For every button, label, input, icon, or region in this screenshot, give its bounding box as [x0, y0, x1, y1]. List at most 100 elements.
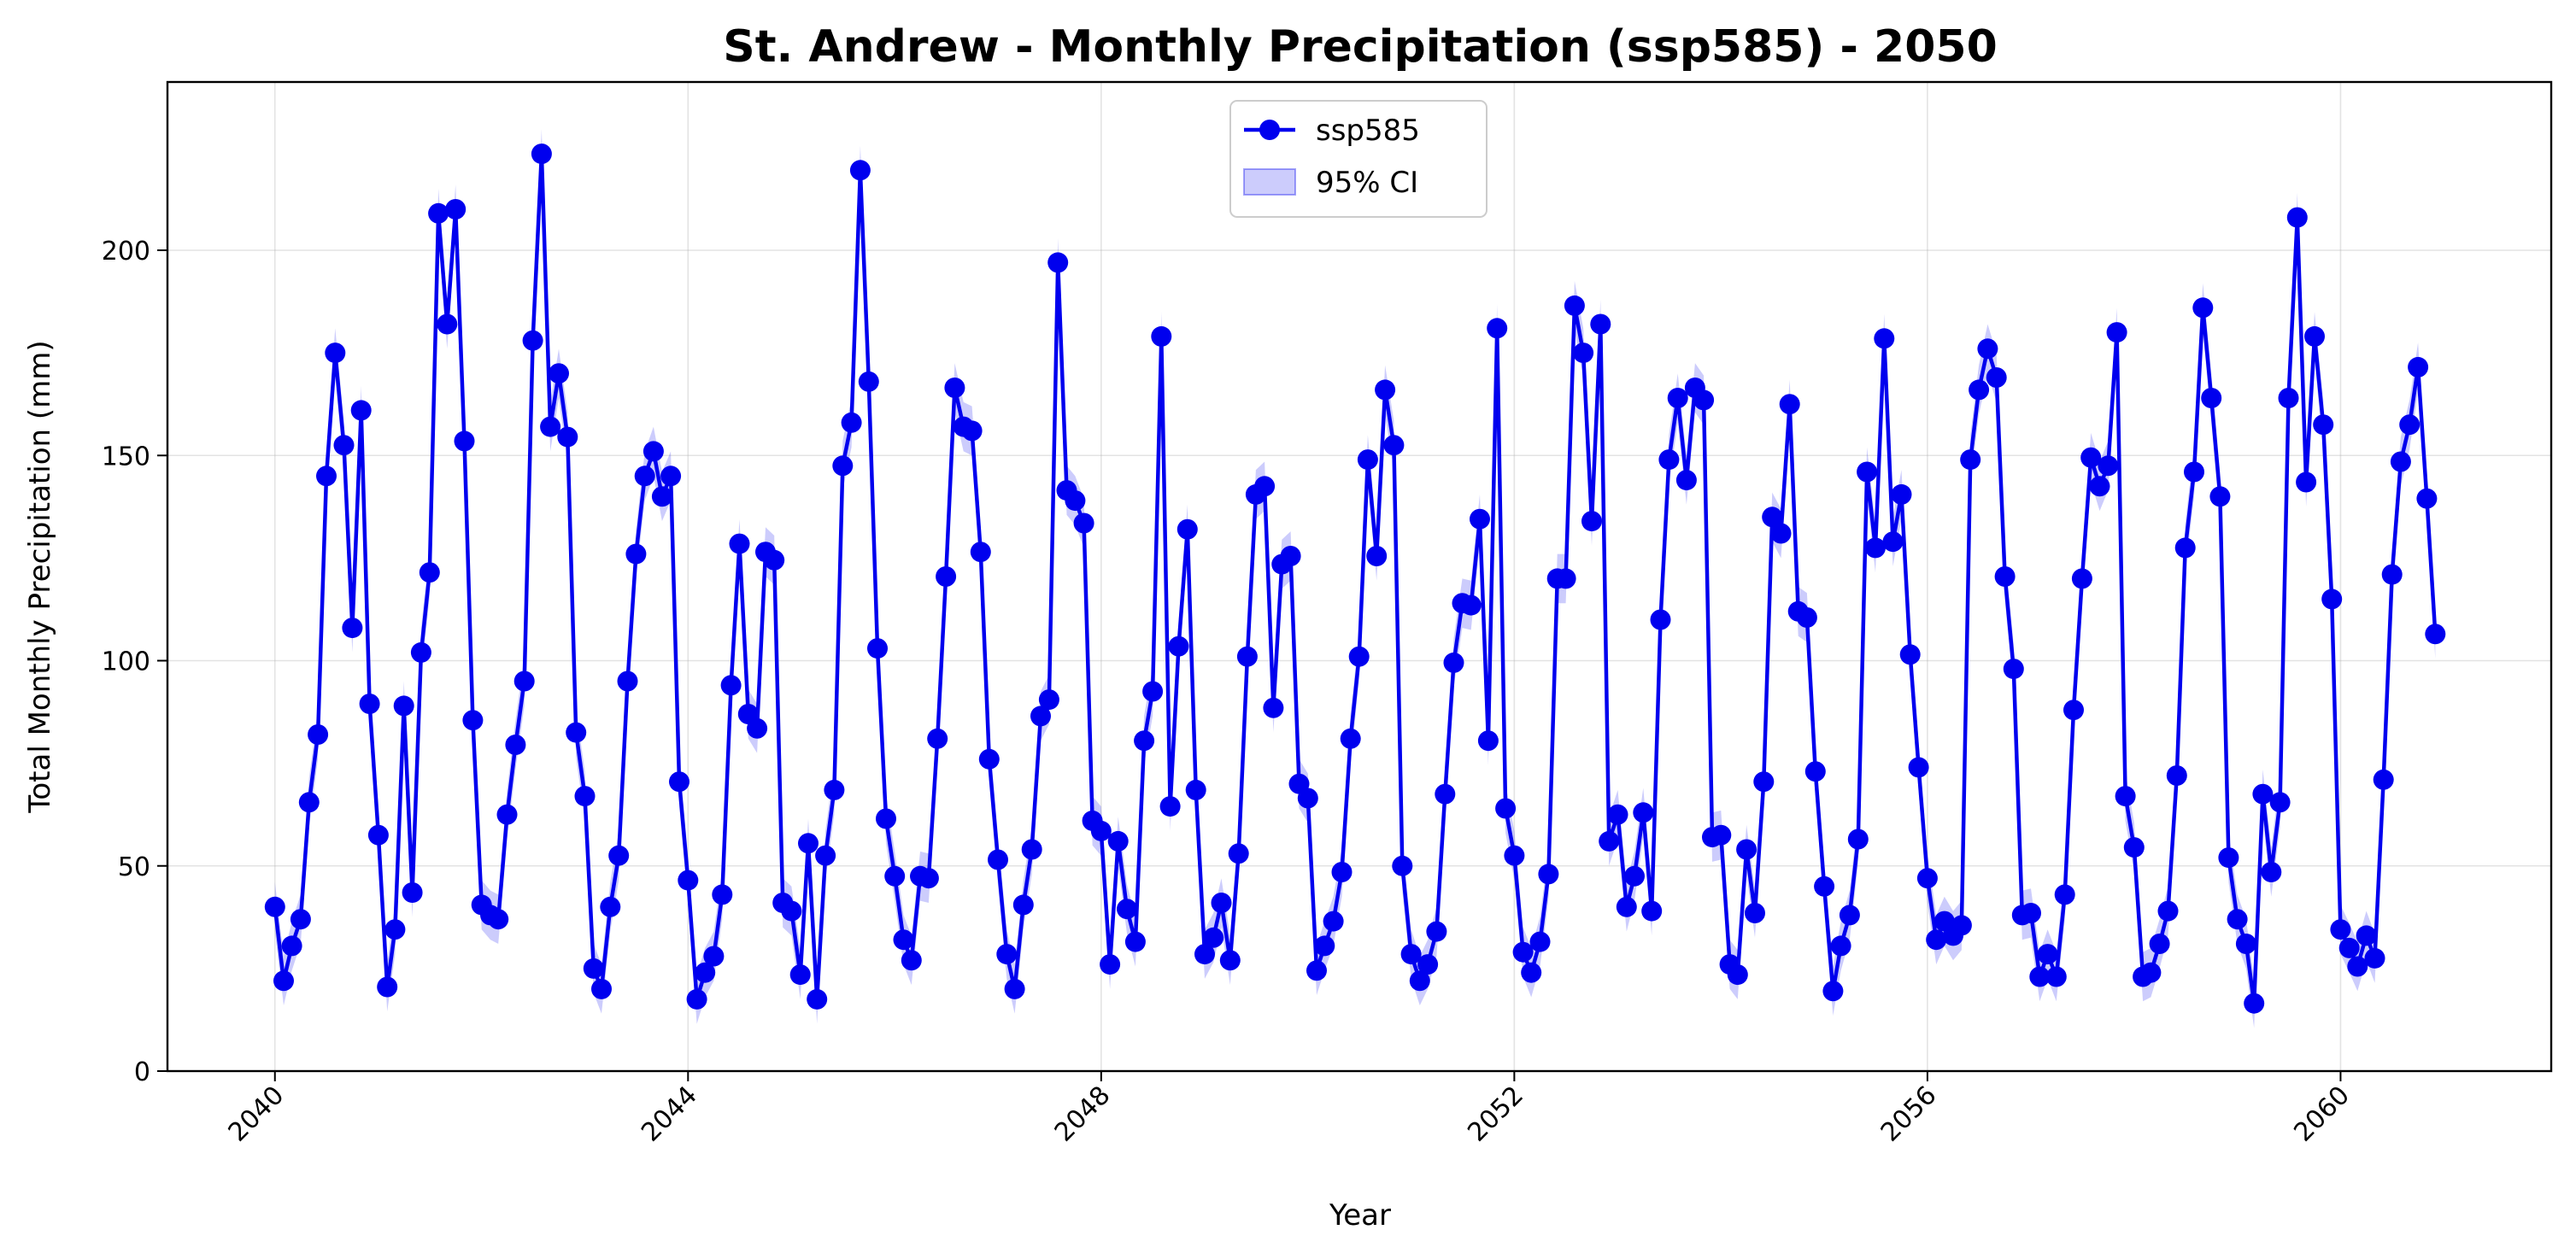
- data-point: [678, 870, 699, 891]
- data-point: [1908, 757, 1929, 778]
- data-point: [2278, 388, 2299, 408]
- data-point: [918, 868, 939, 889]
- legend-label-ci: 95% CI: [1316, 166, 1418, 200]
- data-point: [695, 962, 716, 983]
- data-point: [1839, 905, 1860, 926]
- data-point: [402, 882, 423, 903]
- data-point: [1348, 646, 1370, 667]
- data-point: [1460, 594, 1482, 616]
- data-point: [1030, 706, 1051, 727]
- data-point: [1633, 802, 1654, 823]
- data-point: [2373, 769, 2394, 790]
- data-point: [1590, 313, 1611, 335]
- data-point: [1727, 964, 1748, 986]
- data-point: [1986, 367, 2007, 388]
- data-point: [1779, 394, 1800, 415]
- data-point: [608, 845, 630, 866]
- data-point: [1323, 911, 1344, 932]
- data-point: [1254, 476, 1276, 497]
- data-point: [2157, 900, 2179, 922]
- data-point: [1916, 868, 1938, 889]
- data-point: [1142, 681, 1164, 702]
- data-point: [1830, 935, 1851, 957]
- data-point: [1926, 929, 1947, 951]
- data-point: [591, 978, 612, 999]
- data-point: [1090, 820, 1112, 841]
- data-point: [1891, 483, 1912, 505]
- data-point: [1564, 295, 1585, 316]
- data-point: [273, 970, 294, 992]
- data-point: [445, 199, 466, 220]
- data-point: [1065, 490, 1086, 512]
- data-point: [1340, 728, 1361, 749]
- data-point: [325, 343, 346, 364]
- data-point: [988, 849, 1008, 870]
- data-point: [2021, 903, 2041, 923]
- data-point: [2390, 451, 2411, 472]
- data-point: [419, 562, 440, 583]
- data-point: [1159, 796, 1181, 817]
- data-point: [634, 466, 655, 487]
- data-point: [1538, 864, 1559, 885]
- data-point: [1331, 862, 1353, 882]
- data-point: [2321, 589, 2343, 610]
- data-point: [1796, 607, 1817, 628]
- data-point: [2296, 471, 2317, 493]
- data-point: [1392, 855, 1413, 876]
- data-point: [2313, 414, 2334, 436]
- data-point: [789, 964, 811, 986]
- data-point: [1753, 771, 1775, 793]
- data-point: [1847, 829, 1869, 850]
- data-point: [867, 638, 888, 659]
- data-point: [1529, 931, 1551, 952]
- data-point: [1400, 944, 1422, 965]
- data-point: [600, 896, 621, 917]
- data-point: [2054, 884, 2075, 905]
- data-point: [2356, 925, 2377, 946]
- data-point: [2106, 322, 2127, 343]
- data-point: [1581, 511, 1602, 532]
- data-point: [720, 675, 742, 696]
- data-point: [1021, 839, 1042, 860]
- data-point: [1607, 804, 1628, 825]
- data-point: [2201, 388, 2222, 408]
- data-point: [2209, 486, 2231, 507]
- data-point: [1555, 568, 1576, 589]
- data-point: [1693, 389, 1715, 411]
- data-point: [643, 441, 664, 462]
- data-point: [1263, 697, 1284, 718]
- data-point: [2252, 783, 2274, 805]
- data-point: [2330, 919, 2351, 940]
- data-point: [747, 717, 768, 739]
- data-point: [2381, 564, 2403, 585]
- data-point: [1203, 927, 1224, 948]
- y-tick-label: 150: [102, 442, 150, 471]
- data-point: [1151, 325, 1172, 347]
- y-tick-label: 200: [102, 237, 150, 266]
- data-point: [1168, 635, 1189, 657]
- data-point: [350, 400, 372, 421]
- data-point: [1383, 435, 1405, 456]
- data-point: [625, 543, 647, 565]
- data-point: [824, 779, 845, 800]
- data-point: [574, 786, 596, 807]
- data-point: [1228, 843, 1249, 864]
- data-point: [617, 670, 638, 692]
- data-point: [1504, 845, 1525, 866]
- data-point: [876, 808, 896, 829]
- data-point: [428, 202, 449, 224]
- data-point: [496, 804, 518, 825]
- data-point: [1624, 865, 1645, 887]
- data-point: [1134, 730, 1155, 752]
- data-point: [462, 710, 484, 731]
- data-point: [1107, 830, 1129, 852]
- data-point: [1211, 893, 1232, 913]
- data-point: [1073, 512, 1094, 534]
- data-point: [290, 909, 311, 930]
- data-point: [1375, 379, 1396, 401]
- data-point: [2045, 966, 2067, 987]
- data-point: [377, 976, 398, 998]
- data-point: [1366, 546, 1388, 566]
- data-point: [2244, 993, 2265, 1014]
